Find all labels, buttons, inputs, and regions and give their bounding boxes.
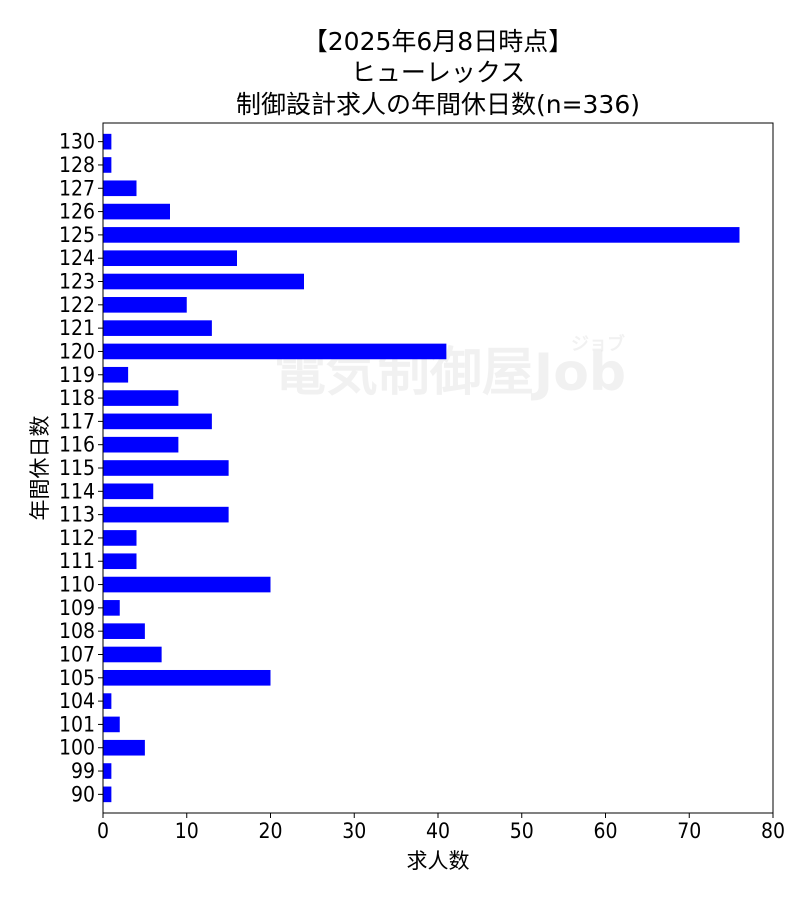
- plot-frame: [102, 122, 774, 814]
- y-tick-label-114: 114: [59, 479, 95, 503]
- bar-130: [103, 133, 112, 150]
- y-tick-label-110: 110: [59, 573, 95, 597]
- x-tick-label-70: 70: [677, 819, 701, 843]
- chart-title-line-1: 【2025年6月8日時点】: [303, 27, 573, 56]
- bar-109: [103, 600, 120, 616]
- bar-100: [103, 739, 145, 756]
- bar-117: [103, 413, 212, 430]
- bar-90: [103, 786, 112, 803]
- y-tick-label-124: 124: [59, 246, 95, 270]
- x-tick-label-30: 30: [342, 819, 366, 843]
- bar-127: [103, 180, 137, 197]
- bar-108: [103, 623, 145, 639]
- y-tick-label-100: 100: [59, 736, 95, 760]
- y-tick-label-104: 104: [59, 689, 95, 713]
- chart-title-line-2: ヒューレックス: [351, 58, 525, 87]
- y-tick-label-123: 123: [59, 270, 95, 294]
- y-axis-ticks: 1301281271261251241231221211201191181171…: [59, 130, 103, 806]
- x-tick-label-80: 80: [761, 819, 785, 843]
- x-tick-label-60: 60: [593, 819, 617, 843]
- bar-112: [103, 530, 137, 546]
- bar-101: [103, 716, 120, 733]
- y-tick-label-119: 119: [59, 363, 95, 387]
- bar-122: [103, 297, 187, 313]
- bar-123: [103, 273, 304, 290]
- bar-113: [103, 506, 229, 523]
- x-tick-label-0: 0: [97, 819, 109, 843]
- y-tick-label-111: 111: [59, 549, 95, 573]
- y-tick-label-108: 108: [59, 619, 95, 643]
- bar-99: [103, 763, 112, 779]
- y-tick-label-118: 118: [59, 386, 95, 410]
- bar-124: [103, 250, 237, 267]
- x-tick-label-50: 50: [510, 819, 534, 843]
- y-tick-label-109: 109: [59, 596, 95, 620]
- bars-group: [103, 133, 740, 803]
- y-tick-label-107: 107: [59, 642, 95, 666]
- bar-105: [103, 669, 271, 686]
- bar-110: [103, 576, 271, 593]
- bar-128: [103, 157, 112, 173]
- y-tick-label-105: 105: [59, 666, 95, 690]
- y-tick-label-125: 125: [59, 223, 95, 247]
- bar-119: [103, 366, 129, 383]
- y-tick-label-99: 99: [71, 759, 95, 783]
- bar-104: [103, 693, 112, 709]
- x-tick-label-10: 10: [175, 819, 199, 843]
- bar-107: [103, 646, 162, 663]
- bar-121: [103, 320, 212, 336]
- y-tick-label-90: 90: [71, 782, 95, 806]
- bar-115: [103, 460, 229, 476]
- x-axis-ticks: 0 10 20 30 40 50 60 70 80: [97, 813, 785, 843]
- x-tick-label-40: 40: [426, 819, 450, 843]
- y-tick-label-130: 130: [59, 130, 95, 154]
- y-tick-label-122: 122: [59, 293, 95, 317]
- bar-126: [103, 203, 170, 220]
- y-tick-label-113: 113: [59, 503, 95, 527]
- bar-116: [103, 436, 179, 453]
- y-tick-label-120: 120: [59, 339, 95, 363]
- y-tick-label-127: 127: [59, 176, 95, 200]
- x-tick-label-20: 20: [258, 819, 282, 843]
- y-tick-label-115: 115: [59, 456, 95, 480]
- bar-120: [103, 343, 447, 360]
- y-axis-label: 年間休日数: [28, 416, 52, 521]
- y-tick-label-126: 126: [59, 200, 95, 224]
- bar-111: [103, 553, 137, 570]
- bar-125: [103, 227, 740, 243]
- y-tick-label-121: 121: [59, 316, 95, 340]
- y-tick-label-128: 128: [59, 153, 95, 177]
- bar-114: [103, 483, 154, 500]
- bar-118: [103, 390, 179, 406]
- y-tick-label-101: 101: [59, 712, 95, 736]
- y-tick-label-112: 112: [59, 526, 95, 550]
- y-tick-label-116: 116: [59, 433, 95, 457]
- y-tick-label-117: 117: [59, 409, 95, 433]
- chart-title-line-3: 制御設計求人の年間休日数(n=336): [236, 90, 640, 119]
- x-axis-label: 求人数: [407, 849, 470, 873]
- watermark-small-text: ジョブ: [571, 333, 625, 355]
